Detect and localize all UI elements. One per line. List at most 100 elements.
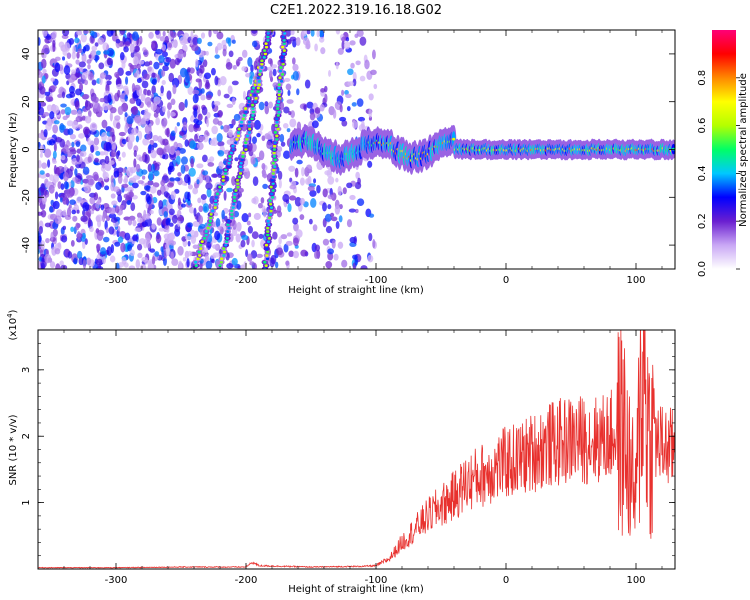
heatmap-cell [46, 104, 53, 112]
heatmap-cell [327, 194, 335, 200]
heatmap-cell [149, 210, 154, 215]
heatmap-cell [288, 195, 297, 201]
heatmap-cell [244, 107, 248, 110]
heatmap-cell [314, 244, 321, 252]
heatmap-cell [241, 212, 249, 223]
heatmap-cell [120, 242, 126, 253]
heatmap-cell [235, 58, 241, 66]
heatmap-cell [136, 63, 141, 70]
heatmap-cell [200, 32, 206, 39]
heatmap-cell [262, 208, 267, 218]
heatmap-cell [288, 111, 292, 116]
heatmap-cell [226, 139, 233, 145]
heatmap-cell [236, 134, 241, 138]
heatmap-cell [209, 156, 215, 163]
heatmap-cell [348, 208, 356, 213]
heatmap-cell [208, 219, 212, 223]
spectrogram-x-axis-label: Height of straight line (km) [288, 285, 424, 296]
heatmap-cell [39, 144, 45, 154]
heatmap-cell [145, 112, 152, 117]
heatmap-cell [334, 205, 341, 215]
heatmap-cell [104, 185, 110, 191]
heatmap-cell [264, 264, 268, 267]
heatmap-cell [45, 172, 50, 178]
heatmap-cell [277, 86, 281, 90]
heatmap-cell [48, 184, 55, 194]
heatmap-cell [145, 232, 150, 239]
heatmap-cell [72, 45, 76, 54]
heatmap-cell [264, 243, 269, 247]
heatmap-cell [236, 178, 240, 182]
heatmap-cell [277, 100, 281, 104]
heatmap-cell [252, 86, 256, 90]
heatmap-cell [242, 90, 246, 101]
heatmap-cell [347, 81, 355, 87]
heatmap-cell [225, 240, 229, 244]
heatmap-cell [192, 36, 199, 46]
heatmap-cell [341, 89, 345, 96]
heatmap-cell [45, 237, 50, 244]
heatmap-cell [202, 134, 209, 143]
heatmap-cell [227, 85, 233, 95]
heatmap-cell [206, 118, 210, 128]
heatmap-cell [327, 176, 335, 185]
heatmap-cell [224, 168, 228, 172]
heatmap-cell [244, 144, 248, 148]
heatmap-cell [121, 151, 126, 158]
heatmap-cell [192, 220, 200, 227]
heatmap-cell [93, 137, 100, 146]
heatmap-cell [281, 35, 285, 39]
heatmap-cell [91, 79, 97, 86]
heatmap-cell [98, 151, 106, 156]
heatmap-cell [337, 241, 344, 249]
heatmap-cell [217, 110, 223, 118]
heatmap-cell [359, 75, 366, 82]
heatmap-cell [250, 103, 255, 107]
heatmap-cell [222, 48, 227, 57]
heatmap-cell [273, 131, 278, 134]
heatmap-cell [339, 116, 347, 122]
heatmap-cell [153, 170, 160, 177]
heatmap-cell [82, 202, 90, 212]
heatmap-cell [220, 257, 224, 261]
heatmap-cell [68, 146, 76, 152]
heatmap-cell [329, 212, 335, 217]
heatmap-cell [261, 135, 266, 142]
spectrogram-y-ticks: -40 -20 0 20 40 [21, 48, 675, 253]
heatmap-cell [205, 79, 210, 89]
heatmap-cell [75, 59, 80, 65]
heatmap-cell [188, 167, 196, 177]
heatmap-cell [235, 233, 241, 243]
heatmap-cell [331, 239, 336, 249]
heatmap-cell [190, 31, 194, 40]
heatmap-cell [107, 57, 114, 66]
heatmap-cell [258, 101, 265, 111]
heatmap-cell [75, 140, 81, 147]
heatmap-cell [199, 64, 205, 74]
heatmap-cell [38, 101, 42, 111]
heatmap-cell [280, 59, 285, 63]
heatmap-cell [167, 102, 172, 111]
heatmap-cell [190, 157, 194, 168]
heatmap-cell [282, 38, 286, 42]
heatmap-cell [304, 79, 311, 89]
heatmap-cell [118, 156, 122, 162]
heatmap-cell [367, 160, 373, 168]
x-tick-label: 100 [626, 275, 645, 286]
heatmap-cell [356, 30, 364, 37]
heatmap-cell [343, 41, 351, 50]
heatmap-cell [272, 148, 276, 151]
heatmap-cell [307, 185, 315, 192]
heatmap-cell [108, 226, 115, 235]
heatmap-cell [41, 194, 46, 205]
heatmap-cell [337, 185, 342, 196]
heatmap-cell [359, 36, 367, 46]
x-tick-label: 0 [503, 275, 509, 286]
heatmap-cell [63, 181, 69, 190]
heatmap-cell [279, 101, 285, 111]
heatmap-cell [76, 209, 80, 214]
heatmap-cell [108, 160, 115, 165]
heatmap-cell [263, 52, 267, 56]
heatmap-cell [264, 42, 268, 46]
